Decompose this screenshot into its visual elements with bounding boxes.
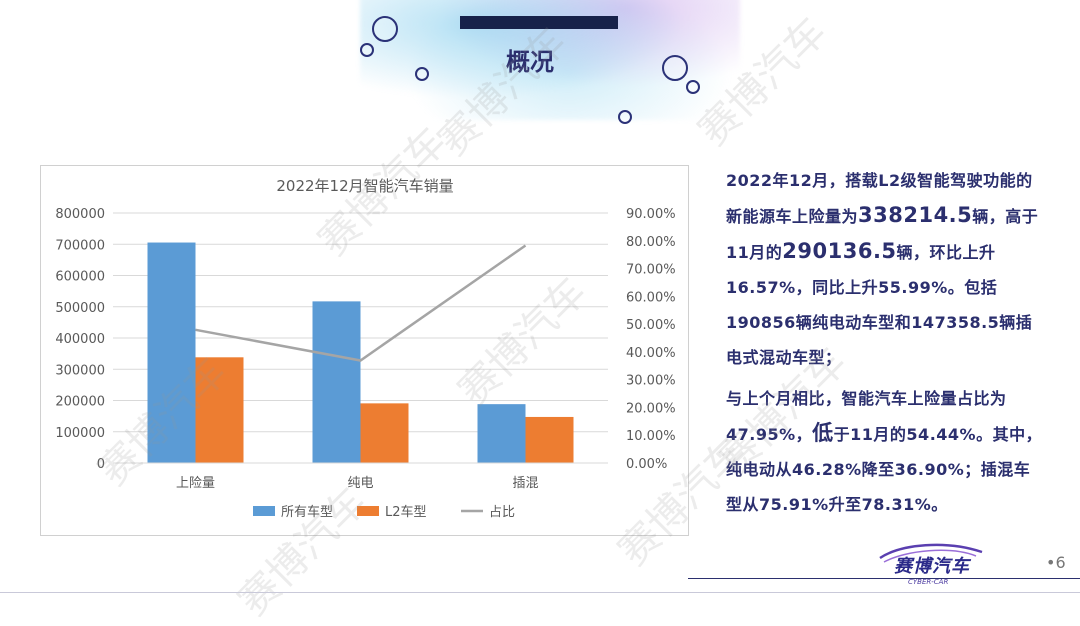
footer-line — [688, 578, 1080, 579]
bar-所有车型 — [477, 404, 526, 463]
bubble-decoration — [618, 110, 632, 124]
logo-text: 赛博汽车 — [894, 556, 970, 577]
bar-L2车型 — [195, 357, 244, 463]
legend-swatch — [253, 506, 275, 516]
summary-text: 2022年12月，搭载L2级智能驾驶功能的新能源车上险量为338214.5辆，高… — [726, 163, 1046, 528]
y-right-tick-label: 10.00% — [626, 429, 676, 444]
bubble-decoration — [372, 16, 398, 42]
y-right-tick-label: 50.00% — [626, 318, 676, 333]
page-title: 概况 — [506, 48, 554, 76]
x-tick-label: 上险量 — [176, 476, 215, 491]
summary-paragraph-2: 与上个月相比，智能汽车上险量占比为47.95%，低于11月的54.44%。其中，… — [726, 381, 1046, 522]
highlight-number: 338214.5 — [858, 203, 973, 227]
y-left-tick-label: 300000 — [55, 363, 105, 378]
summary-text-run: 于11月的54.44%。其中，纯电动从46.28%降至36.90%；插混车型从7… — [726, 425, 1043, 514]
bar-L2车型 — [525, 416, 574, 463]
bubble-decoration — [662, 55, 688, 81]
page-number: •6 — [1046, 553, 1066, 572]
y-left-tick-label: 800000 — [55, 207, 105, 222]
legend-label: 所有车型 — [281, 504, 333, 520]
x-tick-label: 纯电 — [347, 476, 373, 491]
legend-label: 占比 — [489, 505, 515, 520]
y-left-tick-label: 0 — [97, 457, 105, 472]
bar-L2车型 — [360, 403, 409, 463]
legend-label: L2车型 — [385, 504, 427, 520]
y-right-tick-label: 20.00% — [626, 401, 676, 416]
y-right-tick-label: 70.00% — [626, 263, 676, 278]
y-right-tick-label: 60.00% — [626, 290, 676, 305]
legend-swatch — [357, 506, 379, 516]
summary-text-run: 2022年12月，搭载L2级智能驾驶功能的新能源车上险量为 — [726, 171, 1033, 226]
highlight-number: 290136.5 — [782, 239, 897, 263]
summary-paragraph-1: 2022年12月，搭载L2级智能驾驶功能的新能源车上险量为338214.5辆，高… — [726, 163, 1046, 375]
y-right-tick-label: 0.00% — [626, 457, 667, 472]
y-left-tick-label: 600000 — [55, 270, 105, 285]
y-left-tick-label: 400000 — [55, 332, 105, 347]
bubble-decoration — [360, 43, 374, 57]
sales-chart: 2022年12月智能汽车销量 0 100000 200000 300000 400000 5… — [40, 165, 689, 536]
chart-svg: 2022年12月智能汽车销量 0 100000 200000 300000 400000 5… — [55, 177, 676, 520]
car-logo-icon — [879, 543, 983, 563]
chart-title: 2022年12月智能汽车销量 — [276, 177, 453, 195]
y-left-tick-label: 200000 — [55, 395, 105, 410]
bar-所有车型 — [147, 242, 196, 463]
line-series-占比 — [195, 244, 527, 362]
title-bar-decoration — [460, 16, 618, 29]
summary-text-run: 与上个月相比，智能汽车上险量占比为47.95%， — [726, 389, 1007, 444]
y-left-tick-label: 700000 — [55, 238, 105, 253]
y-left-tick-label: 100000 — [55, 426, 105, 441]
summary-text-run: 辆，高于11月的 — [726, 207, 1039, 262]
y-right-tick-label: 40.00% — [626, 346, 676, 361]
footer-line — [0, 592, 1080, 593]
x-tick-label: 插混 — [512, 476, 538, 491]
y-right-tick-label: 30.00% — [626, 374, 676, 389]
bubble-decoration — [415, 67, 429, 81]
y-right-tick-label: 90.00% — [626, 207, 676, 222]
logo-subtext: CYBER-CAR — [908, 578, 949, 586]
summary-text-run: 辆，环比上升16.57%，同比上升55.99%。包括190856辆纯电动车型和1… — [726, 243, 1033, 367]
highlight-number: 低 — [812, 421, 834, 445]
y-left-tick-label: 500000 — [55, 301, 105, 316]
y-right-tick-label: 80.00% — [626, 235, 676, 250]
bubble-decoration — [686, 80, 700, 94]
bar-所有车型 — [312, 301, 361, 463]
